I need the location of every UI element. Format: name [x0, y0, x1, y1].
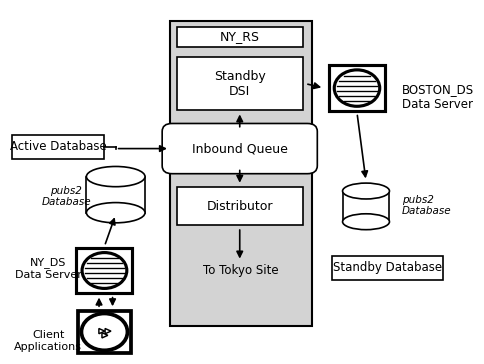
- Circle shape: [333, 70, 379, 106]
- Text: pubs2
Database: pubs2 Database: [401, 195, 451, 216]
- Text: To Tokyo Site: To Tokyo Site: [203, 264, 278, 277]
- Text: BOSTON_DS
Data Server: BOSTON_DS Data Server: [401, 83, 473, 111]
- Bar: [76, 248, 132, 293]
- Text: Inbound Queue: Inbound Queue: [191, 142, 287, 155]
- Bar: [176, 187, 302, 225]
- Ellipse shape: [342, 214, 389, 230]
- Polygon shape: [105, 328, 111, 334]
- Ellipse shape: [342, 183, 389, 199]
- Text: Client
Applications: Client Applications: [14, 330, 82, 352]
- Bar: [78, 311, 130, 353]
- Polygon shape: [99, 328, 105, 334]
- Text: NY_RS: NY_RS: [219, 30, 259, 43]
- Ellipse shape: [86, 166, 145, 187]
- Bar: [86, 177, 145, 213]
- Text: NY_DS
Data Server: NY_DS Data Server: [15, 257, 81, 280]
- Bar: [169, 21, 311, 327]
- Polygon shape: [102, 333, 107, 338]
- Text: Standby Database: Standby Database: [332, 261, 441, 274]
- Text: Standby
DSI: Standby DSI: [213, 70, 265, 98]
- Bar: [12, 135, 104, 158]
- Bar: [332, 256, 442, 280]
- Bar: [176, 27, 302, 47]
- Bar: [176, 58, 302, 110]
- Text: Distributor: Distributor: [206, 200, 272, 213]
- Bar: [328, 65, 385, 111]
- Circle shape: [82, 253, 126, 288]
- Text: Active Database: Active Database: [10, 140, 106, 153]
- Bar: [342, 191, 389, 222]
- Ellipse shape: [86, 203, 145, 223]
- FancyBboxPatch shape: [162, 123, 317, 174]
- Text: pubs2
Database: pubs2 Database: [41, 186, 91, 207]
- Circle shape: [81, 313, 127, 350]
